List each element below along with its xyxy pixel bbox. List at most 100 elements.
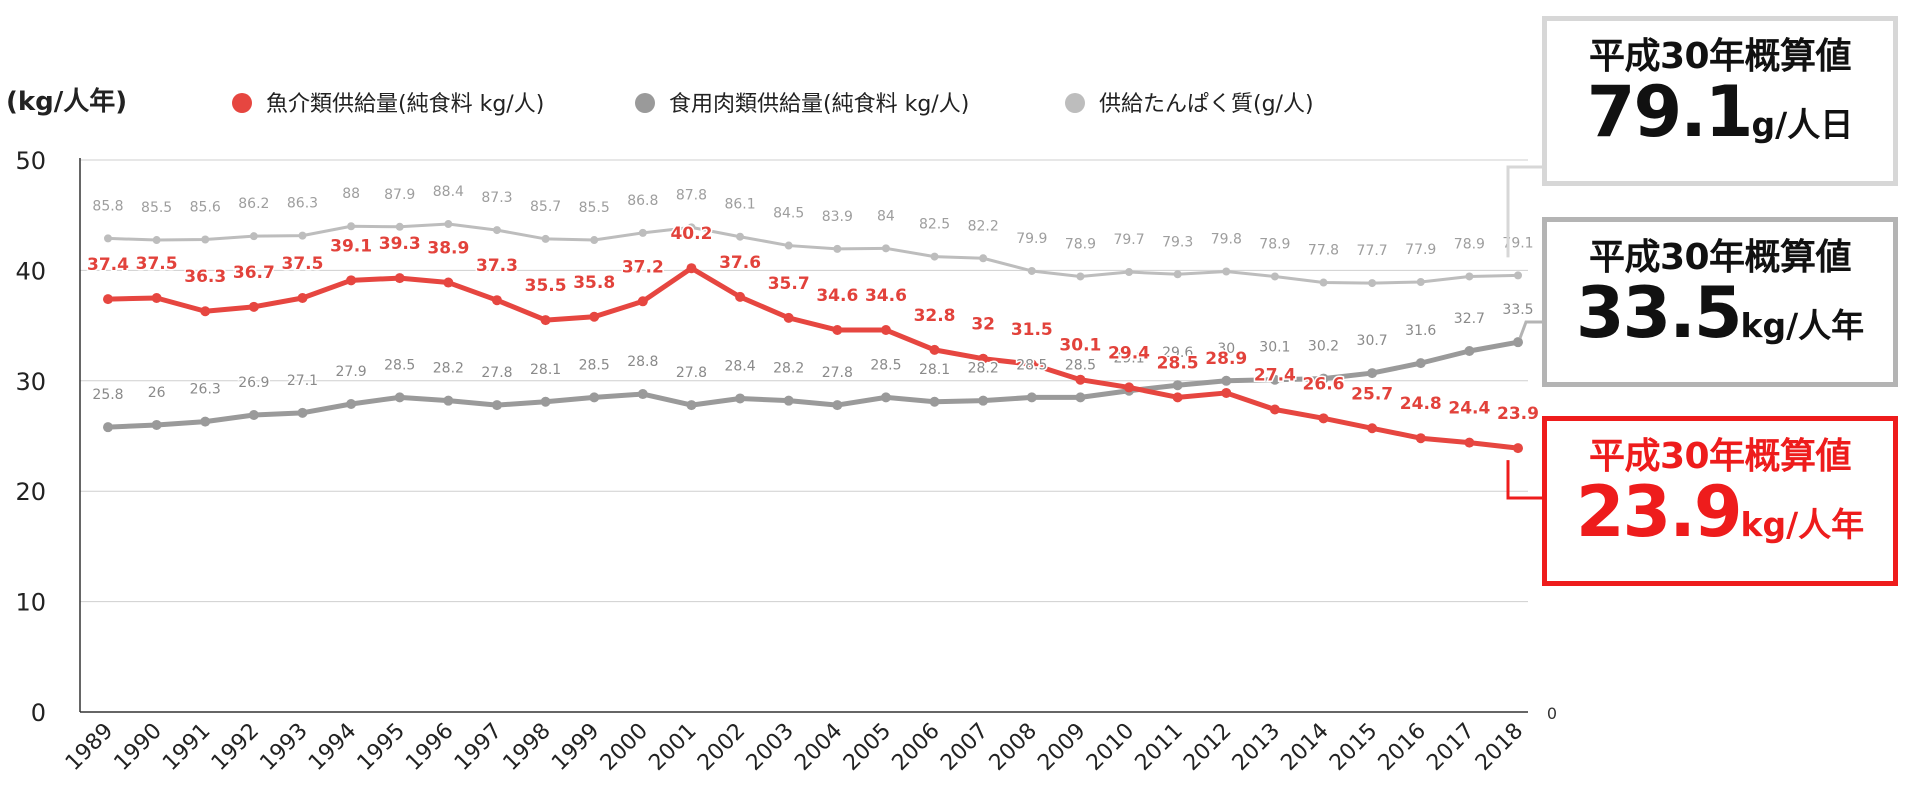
x-tick-label: 2007 [936, 719, 993, 776]
data-label: 28.1 [919, 362, 950, 378]
data-label: 86.1 [724, 197, 755, 213]
data-label: 29.6 [1162, 345, 1193, 361]
data-label: 29.4 [1108, 343, 1150, 363]
x-tick-label: 1999 [547, 719, 604, 776]
x-tick-label: 2004 [790, 719, 847, 776]
data-label: 79.9 [1016, 231, 1047, 247]
data-point [394, 273, 405, 284]
data-point [152, 236, 161, 245]
data-point [1173, 270, 1182, 279]
data-label: 37.5 [136, 254, 178, 274]
x-tick-label: 1989 [61, 719, 118, 776]
data-point [735, 393, 746, 404]
data-label: 28.5 [579, 357, 610, 373]
data-point [1026, 359, 1037, 370]
legend: 魚介類供給量(純食料 kg/人) 食用肉類供給量(純食料 kg/人) 供給たんぱく質… [232, 92, 1314, 117]
grid-lines [80, 159, 1528, 603]
data-label: 27.8 [822, 365, 853, 381]
data-label: 86.2 [238, 196, 269, 212]
data-point [1027, 266, 1036, 275]
x-tick-label: 2017 [1422, 719, 1479, 776]
data-point [346, 275, 357, 286]
data-point [784, 241, 793, 250]
data-label: 84.5 [773, 206, 804, 222]
data-label: 28.2 [433, 361, 464, 377]
callout-fish-unit: kg/人年 [1740, 505, 1865, 544]
data-label: 32.7 [1454, 311, 1485, 327]
series-line [105, 339, 1521, 430]
x-tick-label: 1991 [158, 719, 215, 776]
y-tick-label: 20 [15, 478, 46, 506]
data-point [540, 396, 551, 407]
data-point [151, 293, 162, 303]
data-label: 32.8 [914, 306, 956, 326]
data-label: 28.9 [1205, 349, 1247, 369]
x-tick-label: 2000 [596, 719, 653, 776]
x-tick-label: 1997 [450, 719, 507, 776]
x-tick-label: 2012 [1179, 719, 1236, 776]
data-point [686, 400, 697, 411]
legend-label: 魚介類供給量(純食料 kg/人) [266, 92, 544, 117]
data-point [687, 223, 696, 232]
data-label: 37.6 [719, 253, 761, 273]
callout-meat-value: 33.5 [1575, 272, 1743, 354]
axes: 010203040500(kg/人年)198919901991199219931… [6, 86, 1557, 776]
callout-protein-title: 平成30年概算値 [1588, 36, 1852, 77]
data-label: 38.9 [427, 239, 469, 259]
legend-marker [1065, 93, 1085, 113]
data-label: 26.9 [238, 375, 269, 391]
connector-fish [1506, 460, 1542, 500]
data-point [736, 232, 745, 241]
x-tick-label: 2014 [1276, 719, 1333, 776]
data-label: 28.5 [1157, 353, 1199, 373]
data-point [151, 419, 162, 430]
callout-meat-title: 平成30年概算値 [1588, 237, 1852, 278]
data-point [929, 344, 940, 355]
x-tick-label: 1993 [255, 719, 312, 776]
y-tick-label: 50 [15, 147, 46, 175]
legend-marker [635, 93, 655, 113]
data-point [444, 220, 453, 229]
data-label: 39.1 [330, 236, 372, 256]
data-label: 36.3 [184, 267, 226, 287]
data-point [929, 396, 940, 407]
data-label: 78.9 [1065, 236, 1096, 252]
data-label: 85.7 [530, 199, 561, 215]
x-tick-label: 2001 [644, 719, 701, 776]
data-point [1367, 368, 1378, 379]
data-point [1125, 268, 1134, 277]
legend-label: 供給たんぱく質(g/人) [1099, 92, 1314, 117]
callout-fish: 平成30年概算値 23.9kg/人年 [1542, 416, 1898, 586]
data-label: 87.9 [384, 187, 415, 203]
x-tick-label: 2002 [693, 719, 750, 776]
data-point [1075, 374, 1086, 385]
data-label: 88.4 [433, 184, 464, 200]
data-point [492, 226, 501, 235]
data-point [347, 222, 356, 231]
data-point [637, 389, 648, 400]
data-point [298, 231, 307, 240]
data-label: 79.8 [1211, 232, 1242, 248]
callout-protein-value: 79.1 [1586, 71, 1754, 153]
data-label: 27.9 [336, 364, 367, 380]
data-label: 28.8 [627, 354, 658, 370]
data-label: 35.8 [573, 273, 615, 293]
data-point [1026, 392, 1037, 403]
data-label: 37.2 [622, 257, 664, 277]
data-point [1465, 272, 1474, 281]
right-axis-tick-label: 0 [1547, 704, 1557, 723]
x-tick-label: 2013 [1228, 719, 1285, 776]
y-tick-label: 0 [31, 699, 46, 727]
data-point [200, 306, 211, 317]
data-label: 79.7 [1113, 232, 1144, 248]
data-label: 37.5 [282, 254, 324, 274]
data-point [1513, 443, 1523, 454]
series-line [105, 265, 1521, 451]
x-tick-label: 2015 [1325, 719, 1382, 776]
data-point [783, 395, 794, 406]
data-label: 26 [148, 385, 166, 401]
x-tick-label: 1992 [207, 719, 264, 776]
data-point [686, 263, 697, 274]
data-point [103, 422, 113, 433]
